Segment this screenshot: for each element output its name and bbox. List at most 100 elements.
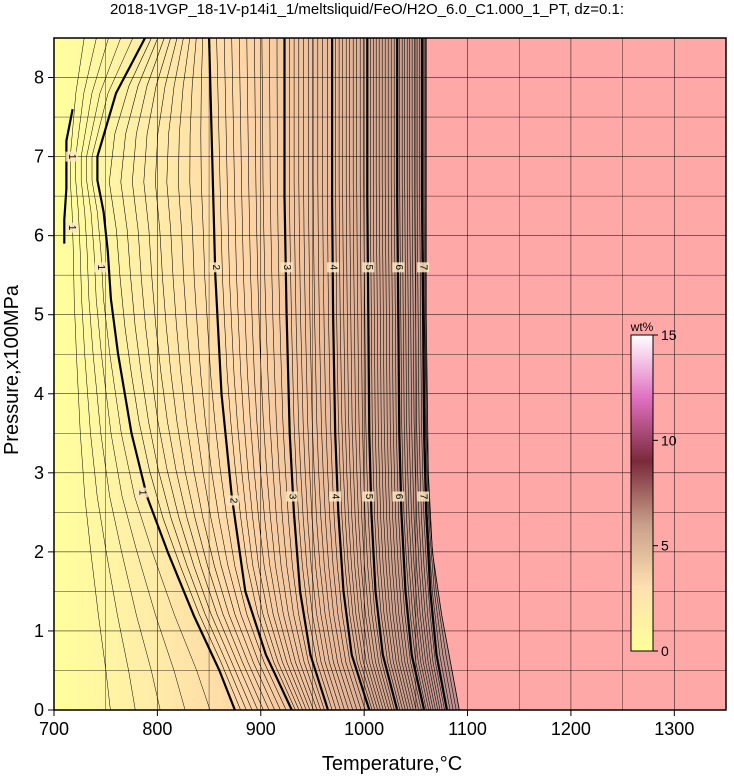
y-tick-label: 4 (34, 384, 44, 404)
minor-contour (317, 38, 358, 710)
contour-label: 1 (135, 487, 148, 498)
minor-contour (276, 38, 325, 710)
y-tick-label: 5 (34, 305, 44, 325)
minor-contour (189, 38, 281, 710)
minor-contour (390, 38, 419, 710)
minor-contour (375, 38, 406, 710)
minor-contour (254, 38, 314, 710)
y-tick-label: 1 (34, 621, 44, 641)
minor-contour (370, 38, 401, 710)
contour-labels: 1 1 1 1 2 2 3 3 4 4 5 5 6 6 7 7 (65, 151, 430, 506)
minor-contour (335, 38, 373, 710)
minor-contour (80, 38, 161, 710)
minor-contour (143, 38, 258, 710)
contour-label: 5 (362, 262, 375, 273)
y-tick-label: 6 (34, 226, 44, 246)
x-tick-label: 1300 (654, 719, 694, 739)
contour-lines (63, 38, 448, 710)
minor-contour (384, 38, 414, 710)
minor-contour (404, 38, 432, 710)
colorbar-tick-label: 5 (661, 538, 669, 554)
minor-contour (419, 38, 445, 710)
minor-contour (312, 38, 354, 710)
chart-title: 2018-1VGP_18-1V-p14i1_1/meltsliquid/FeO/… (110, 1, 624, 18)
minor-contour (359, 38, 392, 710)
svg-text:4: 4 (330, 494, 341, 500)
svg-text:3: 3 (281, 265, 292, 271)
minor-contour (345, 38, 381, 710)
colorbar-ticks: 0 5 10 15 (653, 327, 677, 659)
minor-contour (223, 38, 300, 710)
contour-label: 6 (392, 491, 405, 502)
thin-contours (70, 38, 457, 710)
minor-contour (378, 38, 409, 710)
colorbar: wt% 0 5 10 15 (630, 320, 677, 659)
svg-text:7: 7 (418, 494, 429, 500)
minor-contour (166, 38, 270, 710)
minor-contour (327, 38, 366, 710)
svg-text:3: 3 (286, 494, 297, 500)
minor-contour (393, 38, 422, 710)
minor-contour (289, 38, 333, 710)
grid-lines (53, 38, 726, 711)
contour-line-2 (208, 38, 293, 710)
solidus-line (425, 38, 460, 711)
colorbar-tick-label: 10 (661, 432, 677, 448)
y-tick-label: 3 (34, 463, 44, 483)
colorbar-tick-label: 0 (661, 643, 669, 659)
x-tick-label: 800 (142, 719, 172, 739)
plot-area: 1 1 1 1 2 2 3 3 4 4 5 5 6 6 7 7 (53, 37, 727, 711)
minor-contour (406, 38, 434, 710)
minor-contour (298, 38, 341, 710)
svg-text:4: 4 (328, 265, 339, 271)
minor-contour (178, 38, 275, 710)
svg-text:6: 6 (393, 265, 404, 271)
contour-line-5 (366, 38, 399, 710)
minor-contour (200, 38, 287, 710)
minor-contour (269, 38, 321, 710)
x-tick-label: 1100 (448, 719, 487, 739)
x-axis-label: Temperature,°C (322, 753, 462, 775)
minor-contour (132, 38, 253, 710)
minor-contour (338, 38, 376, 710)
y-tick-label: 2 (34, 542, 44, 562)
minor-contour (342, 38, 378, 710)
colorbar-unit: wt% (630, 320, 654, 334)
minor-contour (381, 38, 411, 710)
y-axis-label: Pressure,x100MPa (1, 284, 23, 455)
contour-label: 1 (94, 262, 107, 273)
contour-label: 4 (327, 262, 340, 273)
minor-contour (401, 38, 429, 710)
svg-text:2: 2 (210, 265, 221, 271)
y-tick-label: 0 (34, 700, 44, 720)
contour-label: 2 (226, 495, 239, 506)
contour-line-3 (283, 38, 330, 710)
contour-label: 6 (392, 262, 405, 273)
contour-label: 1 (65, 222, 78, 233)
minor-contour (356, 38, 390, 710)
minor-contour (416, 38, 443, 710)
minor-contour (109, 38, 241, 710)
minor-contour (239, 38, 307, 710)
minor-contour (303, 38, 345, 710)
x-tick-label: 1000 (344, 719, 384, 739)
contour-label: 2 (209, 262, 222, 273)
minor-contour (322, 38, 362, 710)
minor-contour (216, 38, 296, 710)
contour-line-1 (63, 108, 74, 244)
svg-text:2: 2 (227, 498, 238, 504)
minor-contour (414, 38, 441, 710)
svg-text:5: 5 (363, 494, 374, 500)
contour-label: 1 (65, 151, 78, 162)
y-axis-ticks: 0 1 2 3 4 5 6 7 8 (34, 68, 54, 720)
contour-label: 4 (329, 491, 342, 502)
minor-contour (293, 38, 337, 710)
contour-label: 3 (285, 491, 298, 502)
contour-label: 3 (280, 262, 293, 273)
minor-contour (409, 38, 436, 710)
svg-text:5: 5 (363, 265, 374, 271)
contour-line-7 (420, 38, 448, 710)
minor-contour (86, 38, 186, 710)
contour-line-4 (331, 38, 371, 710)
